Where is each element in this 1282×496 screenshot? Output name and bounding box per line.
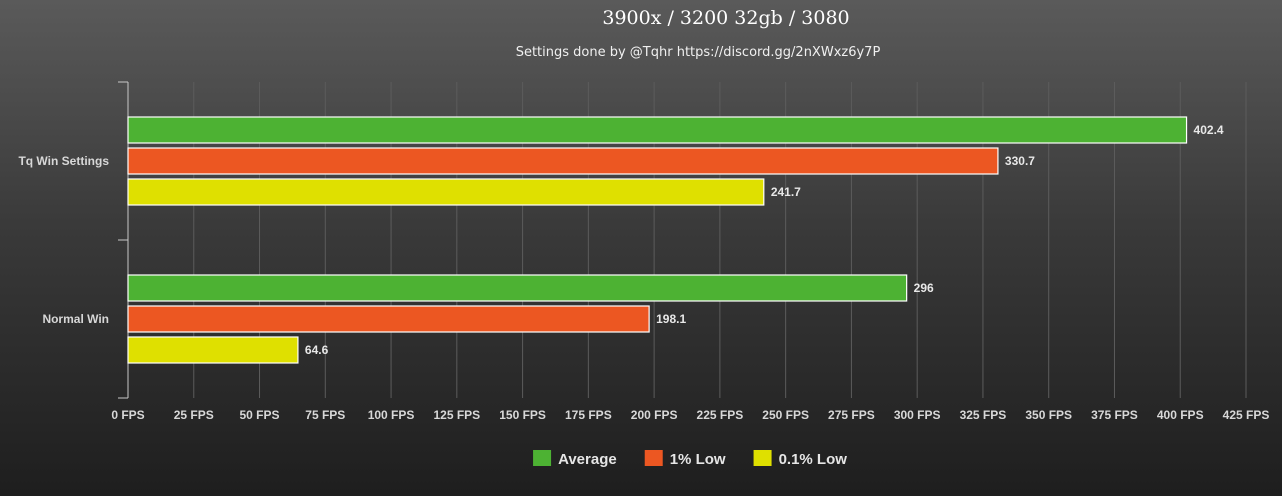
legend-swatch xyxy=(533,450,552,466)
x-tick-label: 175 FPS xyxy=(565,408,612,422)
x-tick-label: 50 FPS xyxy=(240,408,280,422)
x-tick-label: 225 FPS xyxy=(697,408,744,422)
x-tick-label: 75 FPS xyxy=(305,408,345,422)
legend-label: Average xyxy=(558,451,617,468)
data-label: 296 xyxy=(914,281,934,295)
category-label: Normal Win xyxy=(42,312,109,326)
x-tick-label: 125 FPS xyxy=(433,408,480,422)
legend-swatch xyxy=(644,450,663,466)
x-tick-label: 250 FPS xyxy=(762,408,809,422)
category-label: Tq Win Settings xyxy=(18,154,109,168)
x-tick-label: 0 FPS xyxy=(111,408,144,422)
x-tick-label: 350 FPS xyxy=(1025,408,1072,422)
x-tick-label: 100 FPS xyxy=(368,408,415,422)
bar xyxy=(127,178,765,206)
chart-subtitle: Settings done by @Tqhr https://discord.g… xyxy=(516,45,881,60)
x-tick-label: 150 FPS xyxy=(499,408,546,422)
data-label: 402.4 xyxy=(1194,123,1224,137)
x-tick-label: 300 FPS xyxy=(894,408,941,422)
bar xyxy=(127,305,650,333)
category-labels: Tq Win Settings Normal Win xyxy=(18,154,109,326)
x-tick-label: 400 FPS xyxy=(1157,408,1204,422)
x-tick-label: 200 FPS xyxy=(631,408,678,422)
legend-swatch xyxy=(753,450,772,466)
legend: Average 1% Low 0.1% Low xyxy=(533,450,847,468)
x-tick-label: 425 FPS xyxy=(1223,408,1270,422)
x-axis-ticks: 0 FPS 25 FPS 50 FPS 75 FPS 100 FPS 125 FPS 150… xyxy=(111,408,1269,422)
bar xyxy=(127,336,299,364)
category-axis xyxy=(118,81,129,399)
x-tick-label: 375 FPS xyxy=(1091,408,1138,422)
legend-label: 0.1% Low xyxy=(779,451,848,468)
bar xyxy=(127,274,908,302)
legend-label: 1% Low xyxy=(670,451,726,468)
data-label: 241.7 xyxy=(771,185,801,199)
chart-title: 3900x / 3200 32gb / 3080 xyxy=(602,7,849,29)
x-tick-label: 325 FPS xyxy=(960,408,1007,422)
bar xyxy=(127,147,999,175)
x-tick-label: 25 FPS xyxy=(174,408,214,422)
data-labels: 402.4 330.7 241.7 296 198.1 64.6 xyxy=(305,123,1224,357)
data-label: 198.1 xyxy=(656,312,686,326)
bar xyxy=(127,116,1188,144)
bars xyxy=(127,116,1188,364)
x-tick-label: 275 FPS xyxy=(828,408,875,422)
data-label: 64.6 xyxy=(305,343,329,357)
data-label: 330.7 xyxy=(1005,154,1035,168)
